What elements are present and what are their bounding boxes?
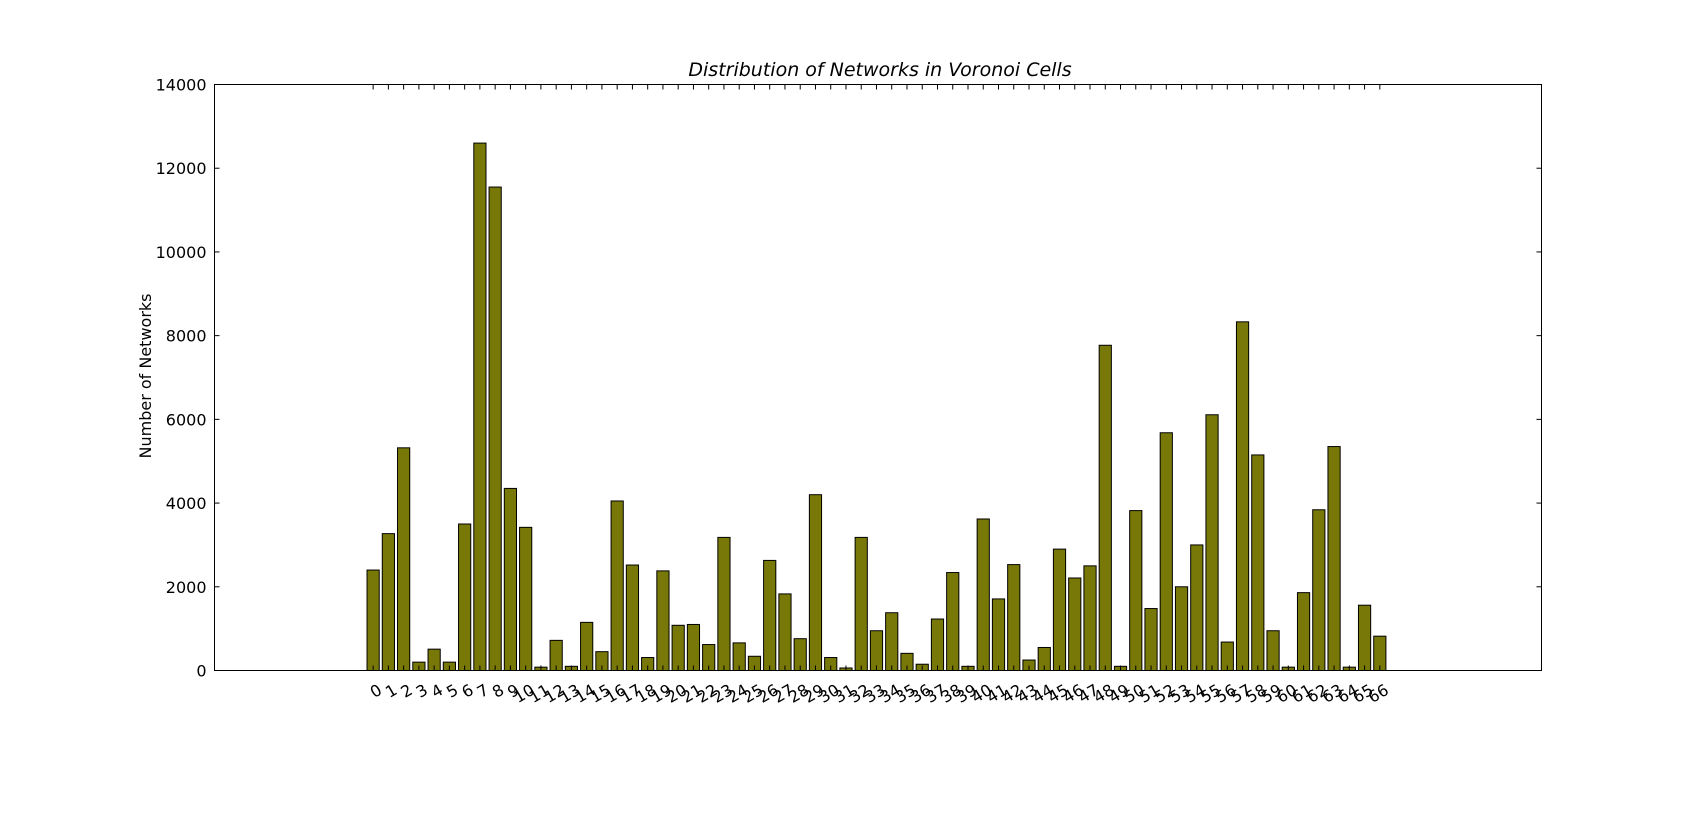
bar-9 <box>503 487 518 671</box>
bar-42 <box>1007 564 1021 672</box>
bar-7 <box>473 142 487 672</box>
bar-19 <box>656 570 670 672</box>
bar-54 <box>1190 544 1204 672</box>
bar-26 <box>763 559 777 671</box>
bar-14 <box>580 621 594 671</box>
x-tick-label-3: 3 <box>413 680 431 702</box>
bar-1 <box>381 533 395 671</box>
bar-34 <box>885 612 899 671</box>
bar-27 <box>778 593 792 671</box>
bar-51 <box>1144 608 1158 672</box>
bar-23 <box>717 536 731 671</box>
bar-41 <box>991 598 1006 671</box>
bar-20 <box>671 624 685 672</box>
y-axis-label: Number of Networks <box>136 293 155 458</box>
x-tick-label-4: 4 <box>428 680 446 702</box>
bar-63 <box>1327 446 1341 672</box>
plot-frame <box>214 84 1542 671</box>
y-axis-ticks: 0 2000 4000 6000 8000 10000 12000 14000 <box>156 76 1542 681</box>
bar-17 <box>625 564 640 672</box>
bar-55 <box>1205 414 1219 672</box>
y-tick-label-4000: 4000 <box>166 494 207 513</box>
bar-59 <box>1266 630 1280 672</box>
bar-32 <box>854 536 868 671</box>
x-tick-label-6: 6 <box>458 680 476 702</box>
bar-52 <box>1159 432 1173 671</box>
x-tick-label-5: 5 <box>443 680 461 702</box>
bar-65 <box>1357 604 1372 672</box>
bar-10 <box>519 526 533 671</box>
bar-57 <box>1235 321 1250 671</box>
y-tick-label-14000: 14000 <box>156 76 207 95</box>
y-tick-label-10000: 10000 <box>156 243 207 262</box>
bar-6 <box>458 523 472 671</box>
bars-group <box>366 142 1387 672</box>
bar-53 <box>1174 586 1189 671</box>
x-tick-label-7: 7 <box>474 680 492 702</box>
bar-21 <box>686 623 701 672</box>
bar-29 <box>808 494 823 672</box>
bar-38 <box>946 572 960 671</box>
x-tick-label-8: 8 <box>489 680 507 702</box>
bar-33 <box>869 630 884 672</box>
y-tick-label-2000: 2000 <box>166 578 207 597</box>
y-tick-label-12000: 12000 <box>156 159 207 178</box>
bar-40 <box>976 518 990 672</box>
bar-58 <box>1251 454 1265 671</box>
bar-66 <box>1373 635 1387 671</box>
bar-45 <box>1052 548 1067 671</box>
x-tick-label-0: 0 <box>367 680 385 702</box>
bar-62 <box>1312 509 1326 672</box>
y-tick-label-6000: 6000 <box>166 410 207 429</box>
bar-37 <box>930 618 945 671</box>
bar-47 <box>1083 565 1097 671</box>
bar-46 <box>1068 577 1082 672</box>
bar-50 <box>1129 510 1143 671</box>
y-tick-label-0: 0 <box>196 662 206 681</box>
bar-16 <box>610 500 624 671</box>
bar-2 <box>397 447 411 671</box>
x-tick-label-1: 1 <box>382 680 400 702</box>
x-tick-label-2: 2 <box>397 680 415 702</box>
bar-0 <box>366 569 380 671</box>
y-tick-label-8000: 8000 <box>166 327 207 346</box>
chart-title: Distribution of Networks in Voronoi Cell… <box>688 59 1071 81</box>
bar-61 <box>1296 592 1311 671</box>
bar-8 <box>488 186 502 672</box>
bar-48 <box>1098 344 1112 671</box>
